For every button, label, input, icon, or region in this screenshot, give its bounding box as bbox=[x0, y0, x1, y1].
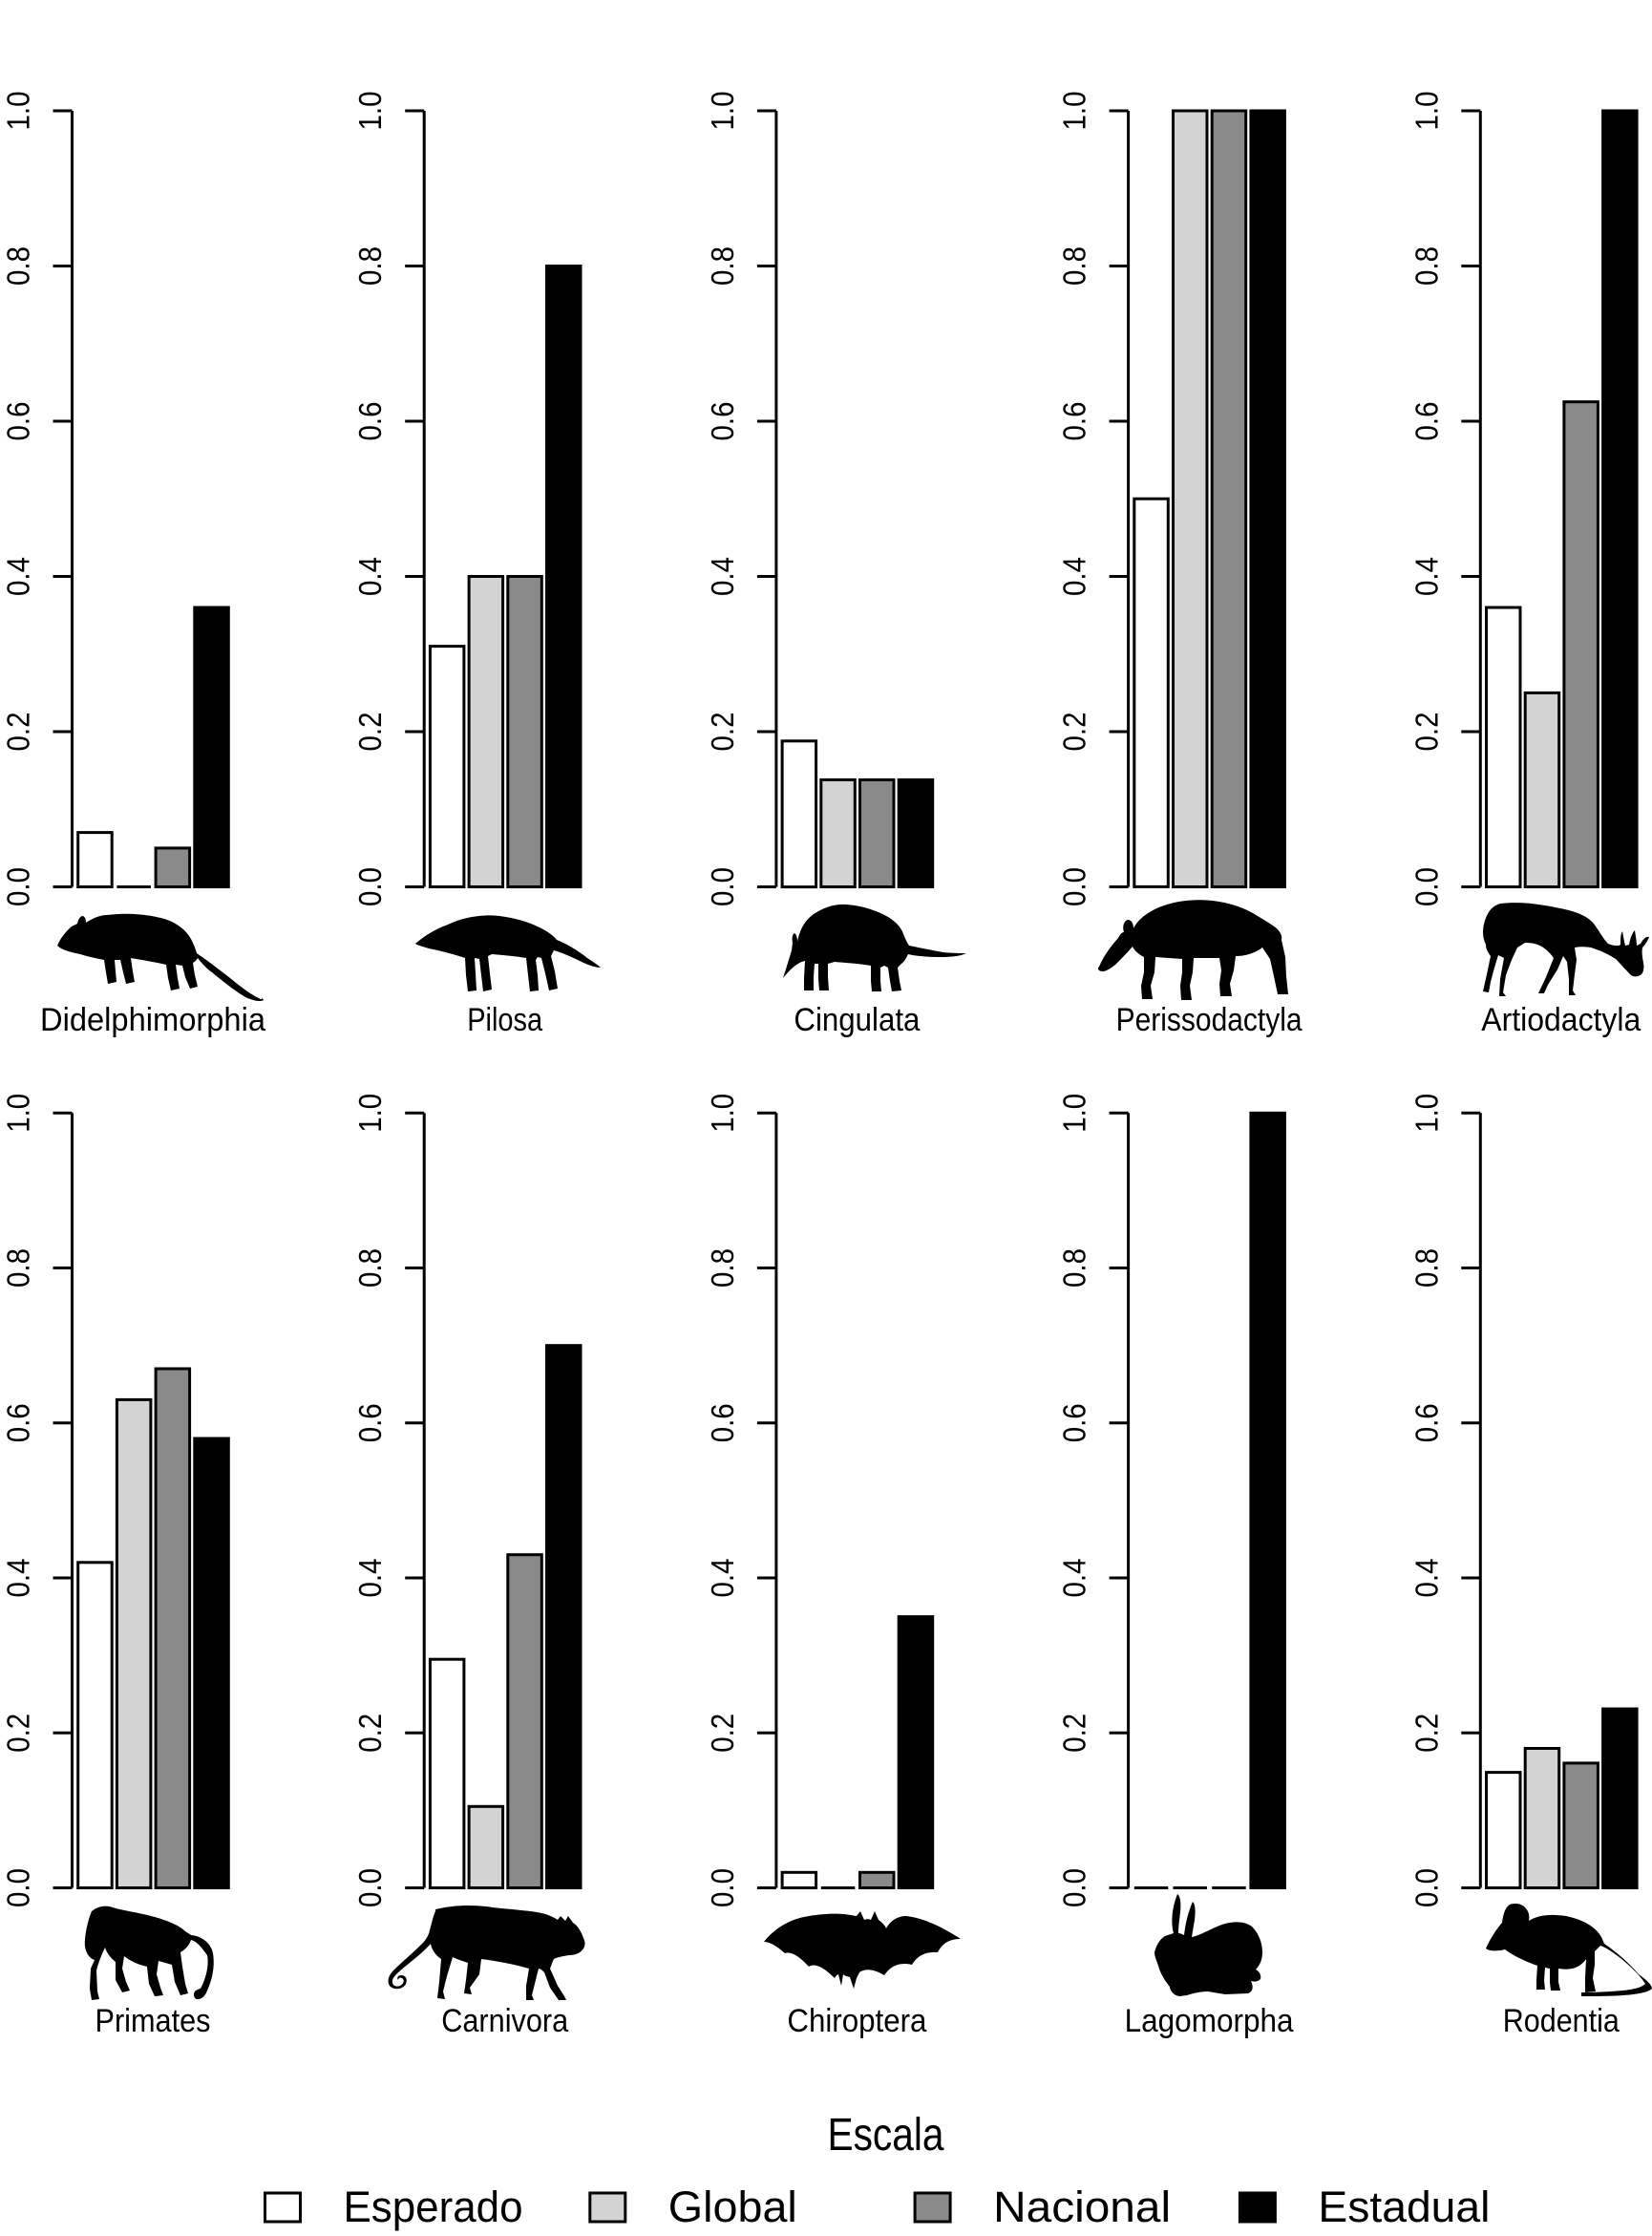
svg-text:0.4: 0.4 bbox=[1408, 557, 1444, 596]
svg-text:0.0: 0.0 bbox=[1408, 867, 1444, 906]
svg-text:0.6: 0.6 bbox=[1, 402, 36, 441]
svg-text:0.4: 0.4 bbox=[352, 1559, 388, 1598]
svg-text:0.2: 0.2 bbox=[705, 1714, 740, 1753]
svg-text:0.2: 0.2 bbox=[1, 713, 36, 752]
svg-text:0.4: 0.4 bbox=[1, 1559, 36, 1598]
svg-text:0.2: 0.2 bbox=[1408, 713, 1444, 752]
svg-text:Carnivora: Carnivora bbox=[441, 2003, 568, 2039]
svg-text:1.0: 1.0 bbox=[1408, 92, 1444, 131]
svg-text:Chiroptera: Chiroptera bbox=[787, 2003, 926, 2039]
svg-text:0.8: 0.8 bbox=[1408, 246, 1444, 286]
svg-text:0.2: 0.2 bbox=[1057, 1714, 1092, 1753]
svg-text:0.6: 0.6 bbox=[352, 1403, 388, 1442]
svg-text:0.2: 0.2 bbox=[1, 1714, 36, 1753]
svg-text:1.0: 1.0 bbox=[1, 92, 36, 131]
svg-text:0.2: 0.2 bbox=[352, 1714, 388, 1753]
svg-text:0.2: 0.2 bbox=[1408, 1714, 1444, 1753]
svg-text:0.8: 0.8 bbox=[1, 1248, 36, 1288]
svg-text:1.0: 1.0 bbox=[1408, 1094, 1444, 1133]
svg-text:0.2: 0.2 bbox=[352, 713, 388, 752]
svg-text:0.6: 0.6 bbox=[1408, 402, 1444, 441]
svg-text:0.2: 0.2 bbox=[1057, 713, 1092, 752]
svg-text:0.6: 0.6 bbox=[705, 1403, 740, 1442]
svg-text:0.8: 0.8 bbox=[352, 1248, 388, 1288]
svg-text:1.0: 1.0 bbox=[1057, 1094, 1092, 1133]
svg-text:0.8: 0.8 bbox=[1057, 1248, 1092, 1288]
svg-text:0.4: 0.4 bbox=[1408, 1559, 1444, 1598]
svg-text:0.0: 0.0 bbox=[352, 1868, 388, 1907]
svg-text:0.6: 0.6 bbox=[1057, 1403, 1092, 1442]
svg-text:Didelphimorphia: Didelphimorphia bbox=[40, 1002, 265, 1038]
svg-text:0.4: 0.4 bbox=[1, 557, 36, 596]
svg-text:0.6: 0.6 bbox=[1, 1403, 36, 1442]
svg-text:0.4: 0.4 bbox=[705, 557, 740, 596]
svg-text:1.0: 1.0 bbox=[352, 1094, 388, 1133]
svg-text:1.0: 1.0 bbox=[705, 1094, 740, 1133]
svg-text:0.0: 0.0 bbox=[1, 867, 36, 906]
svg-text:Nacional: Nacional bbox=[993, 2183, 1171, 2231]
svg-text:1.0: 1.0 bbox=[352, 92, 388, 131]
svg-text:0.8: 0.8 bbox=[705, 1248, 740, 1288]
svg-text:Escala: Escala bbox=[828, 2110, 944, 2161]
svg-text:Primates: Primates bbox=[95, 2003, 211, 2039]
svg-text:Pilosa: Pilosa bbox=[467, 1002, 542, 1038]
svg-text:0.8: 0.8 bbox=[1, 246, 36, 286]
svg-text:0.4: 0.4 bbox=[1057, 1559, 1092, 1598]
svg-text:Rodentia: Rodentia bbox=[1503, 2003, 1620, 2039]
svg-text:0.6: 0.6 bbox=[1057, 402, 1092, 441]
svg-text:0.0: 0.0 bbox=[352, 867, 388, 906]
svg-text:0.2: 0.2 bbox=[705, 713, 740, 752]
svg-text:1.0: 1.0 bbox=[1057, 92, 1092, 131]
svg-text:Perissodactyla: Perissodactyla bbox=[1116, 1002, 1303, 1038]
svg-text:0.0: 0.0 bbox=[1057, 1868, 1092, 1907]
svg-text:Artiodactyla: Artiodactyla bbox=[1481, 1002, 1641, 1038]
svg-text:0.8: 0.8 bbox=[1408, 1248, 1444, 1288]
svg-text:Cingulata: Cingulata bbox=[794, 1002, 920, 1038]
svg-text:1.0: 1.0 bbox=[1, 1094, 36, 1133]
svg-text:0.4: 0.4 bbox=[705, 1559, 740, 1598]
svg-text:Global: Global bbox=[668, 2183, 797, 2231]
svg-text:Lagomorpha: Lagomorpha bbox=[1125, 2003, 1294, 2039]
svg-text:0.6: 0.6 bbox=[1408, 1403, 1444, 1442]
svg-text:0.4: 0.4 bbox=[1057, 557, 1092, 596]
svg-text:0.8: 0.8 bbox=[705, 246, 740, 286]
svg-text:0.0: 0.0 bbox=[1057, 867, 1092, 906]
svg-text:0.6: 0.6 bbox=[352, 402, 388, 441]
svg-text:Esperado: Esperado bbox=[344, 2183, 523, 2231]
svg-text:0.0: 0.0 bbox=[705, 867, 740, 906]
svg-text:0.0: 0.0 bbox=[1408, 1868, 1444, 1907]
svg-text:Estadual: Estadual bbox=[1318, 2183, 1490, 2231]
svg-text:1.0: 1.0 bbox=[705, 92, 740, 131]
svg-text:0.8: 0.8 bbox=[352, 246, 388, 286]
svg-text:0.6: 0.6 bbox=[705, 402, 740, 441]
svg-text:0.0: 0.0 bbox=[1, 1868, 36, 1907]
svg-text:0.0: 0.0 bbox=[705, 1868, 740, 1907]
svg-text:0.4: 0.4 bbox=[352, 557, 388, 596]
svg-text:0.8: 0.8 bbox=[1057, 246, 1092, 286]
